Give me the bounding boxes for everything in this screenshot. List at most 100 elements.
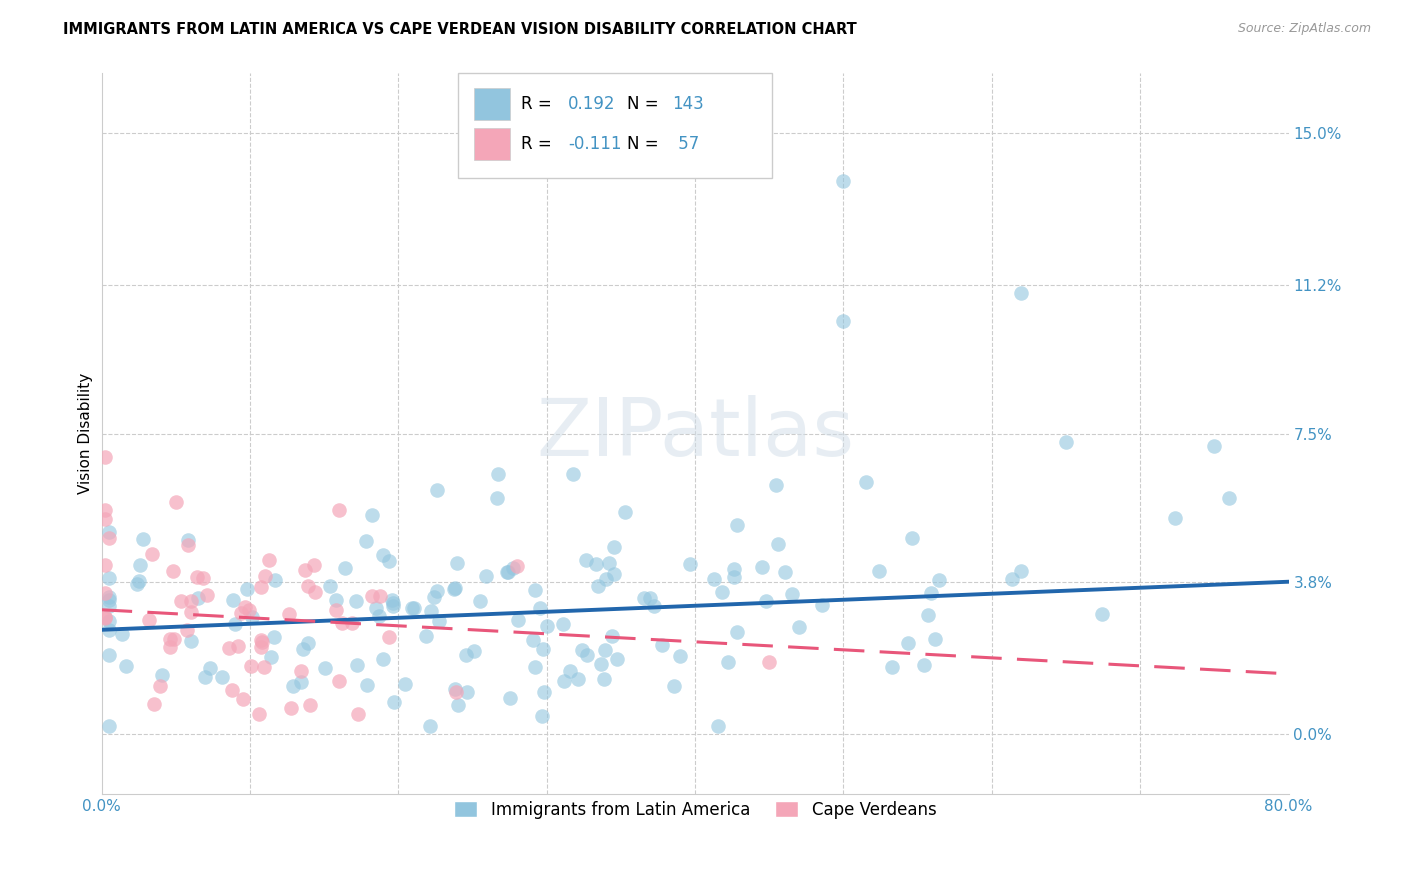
Point [378, 554, 401, 568]
Point [297, 579, 319, 593]
Point [382, 599, 405, 613]
Text: R =: R = [520, 95, 557, 113]
Point [524, 660, 547, 674]
Point [773, 565, 796, 579]
Point [468, 594, 491, 608]
Text: 143: 143 [672, 95, 704, 113]
Point [177, 538, 200, 552]
Point [880, 660, 903, 674]
Point [340, 615, 363, 630]
Point [717, 655, 740, 669]
Point [703, 572, 725, 586]
Point [595, 572, 617, 586]
Point [221, 682, 243, 697]
Point [98, 719, 121, 733]
Point [97, 532, 120, 546]
Text: Source: ZipAtlas.com: Source: ZipAtlas.com [1237, 22, 1371, 36]
Point [593, 643, 616, 657]
Point [367, 608, 389, 623]
Point [751, 559, 773, 574]
Text: N =: N = [627, 135, 664, 153]
Point [298, 698, 321, 712]
Point [115, 659, 138, 673]
Point [529, 601, 551, 615]
FancyBboxPatch shape [474, 128, 510, 160]
Point [240, 659, 263, 673]
Point [496, 565, 519, 579]
Point [346, 658, 368, 673]
Point [198, 660, 221, 674]
Point [443, 681, 465, 696]
Point [567, 673, 589, 687]
Point [669, 648, 692, 663]
Point [354, 533, 377, 548]
Text: 0.192: 0.192 [568, 95, 616, 113]
Point [502, 561, 524, 575]
Point [186, 570, 208, 584]
Point [291, 641, 314, 656]
Point [333, 561, 356, 575]
Point [418, 719, 440, 733]
Point [1001, 572, 1024, 586]
Point [125, 577, 148, 591]
Point [150, 668, 173, 682]
Point [93, 450, 115, 464]
Point [444, 685, 467, 699]
Point [782, 587, 804, 601]
Point [522, 632, 544, 647]
Point [356, 678, 378, 692]
Text: R =: R = [520, 135, 557, 153]
Point [98, 591, 121, 605]
Point [180, 605, 202, 619]
Point [159, 640, 181, 655]
Point [868, 564, 890, 578]
Point [93, 610, 115, 624]
Point [447, 698, 470, 712]
Point [917, 607, 939, 622]
Y-axis label: Vision Disability: Vision Disability [79, 373, 93, 494]
Point [364, 600, 387, 615]
Point [789, 620, 811, 634]
Point [247, 706, 270, 721]
Point [159, 632, 181, 646]
Point [454, 648, 477, 662]
Point [1091, 607, 1114, 622]
Point [443, 582, 465, 596]
Point [530, 708, 553, 723]
Point [98, 571, 121, 585]
Point [128, 558, 150, 573]
Point [855, 475, 877, 490]
Point [180, 594, 202, 608]
Point [725, 517, 748, 532]
Point [592, 672, 614, 686]
Point [128, 574, 150, 589]
Point [224, 617, 246, 632]
Point [257, 553, 280, 567]
Point [371, 548, 394, 562]
Point [328, 502, 350, 516]
Point [378, 631, 401, 645]
Point [98, 614, 121, 628]
Point [423, 591, 446, 605]
Point [589, 657, 612, 671]
Point [218, 640, 240, 655]
Point [302, 558, 325, 572]
Point [93, 610, 115, 624]
Point [1054, 434, 1077, 449]
Point [553, 674, 575, 689]
Point [180, 634, 202, 648]
Point [235, 582, 257, 596]
Point [250, 580, 273, 594]
Point [602, 541, 624, 555]
Point [222, 592, 245, 607]
Point [249, 633, 271, 648]
Point [585, 557, 607, 571]
Text: ZIPatlas: ZIPatlas [536, 394, 853, 473]
Point [330, 615, 353, 630]
Point [443, 581, 465, 595]
Point [253, 659, 276, 673]
Point [679, 557, 702, 571]
Point [162, 564, 184, 578]
Point [381, 592, 404, 607]
Point [766, 536, 789, 550]
